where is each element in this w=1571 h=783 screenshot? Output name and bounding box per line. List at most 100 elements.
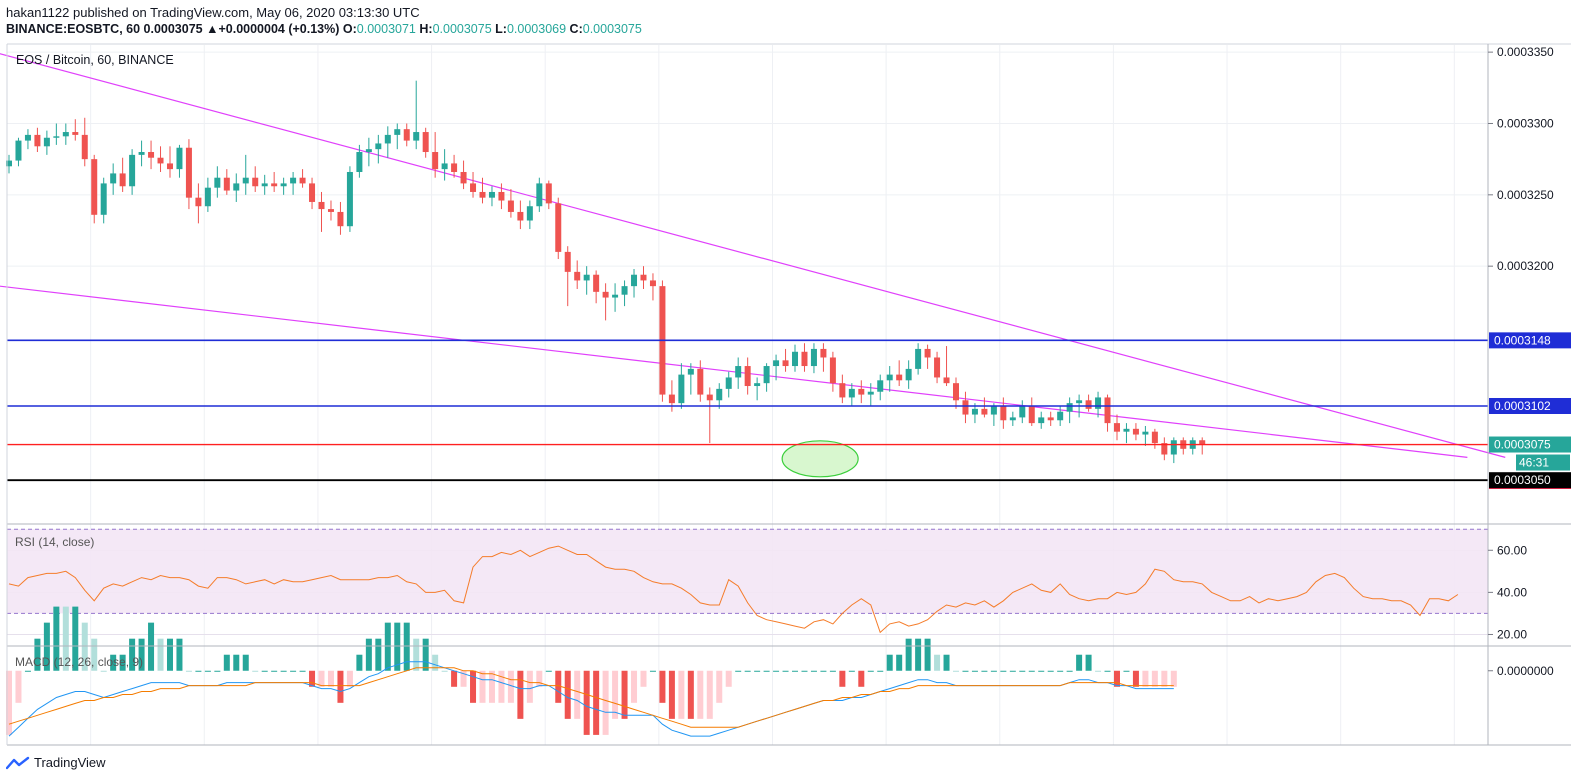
candle-down[interactable]: [299, 169, 306, 188]
price-pane[interactable]: [0, 31, 1506, 482]
candle-up[interactable]: [526, 200, 533, 230]
candle-up[interactable]: [242, 154, 249, 195]
macd-pane[interactable]: [6, 606, 1177, 737]
candle-down[interactable]: [318, 191, 325, 232]
candle-up[interactable]: [62, 123, 69, 145]
candle-down[interactable]: [403, 123, 410, 147]
candle-up[interactable]: [1066, 397, 1073, 424]
candle-down[interactable]: [517, 200, 524, 230]
candle-up[interactable]: [394, 123, 401, 150]
candle-up[interactable]: [621, 280, 628, 307]
candle-up[interactable]: [583, 266, 590, 295]
macd-line[interactable]: [8, 661, 1174, 737]
candle-down[interactable]: [1104, 394, 1111, 432]
candle-up[interactable]: [129, 149, 136, 195]
candle-down[interactable]: [820, 343, 827, 372]
candle-down[interactable]: [1161, 437, 1168, 461]
candle-down[interactable]: [697, 360, 704, 402]
candle-down[interactable]: [479, 177, 486, 204]
candle-up[interactable]: [204, 177, 211, 212]
candle-down[interactable]: [829, 351, 836, 392]
candle-up[interactable]: [413, 80, 420, 150]
candle-up[interactable]: [867, 383, 874, 406]
candle-up[interactable]: [53, 123, 60, 145]
candle-down[interactable]: [34, 127, 41, 153]
price-axis[interactable]: 0.0003350 0.0003300 0.0003250 0.0003200 60.0…: [1488, 45, 1571, 678]
candle-down[interactable]: [1199, 437, 1206, 455]
candle-down[interactable]: [593, 270, 600, 304]
candle-up[interactable]: [441, 149, 448, 181]
candle-up[interactable]: [1142, 425, 1149, 446]
candle-down[interactable]: [460, 160, 467, 190]
candle-down[interactable]: [1028, 397, 1035, 426]
rsi-pane[interactable]: [8, 545, 1459, 634]
candle-down[interactable]: [934, 351, 941, 384]
signal-line[interactable]: [8, 667, 1174, 728]
candle-up[interactable]: [365, 137, 372, 167]
candle-down[interactable]: [470, 171, 477, 198]
candle-up[interactable]: [214, 166, 221, 198]
candle-up[interactable]: [280, 177, 287, 195]
candle-down[interactable]: [555, 197, 562, 260]
upper-trendline[interactable]: [0, 31, 1506, 458]
candle-down[interactable]: [337, 201, 344, 235]
candle-down[interactable]: [327, 200, 334, 221]
candle-down[interactable]: [451, 154, 458, 178]
candle-up[interactable]: [848, 383, 855, 406]
candle-up[interactable]: [754, 377, 761, 401]
candle-up[interactable]: [915, 343, 922, 375]
candle-down[interactable]: [81, 117, 88, 167]
candle-up[interactable]: [1057, 405, 1064, 426]
candle-down[interactable]: [744, 357, 751, 395]
candle-down[interactable]: [1085, 394, 1092, 412]
candle-down[interactable]: [981, 397, 988, 418]
candle-down[interactable]: [223, 169, 230, 195]
candle-down[interactable]: [1180, 437, 1187, 455]
candle-up[interactable]: [612, 283, 619, 312]
candle-down[interactable]: [668, 380, 675, 412]
candle-up[interactable]: [678, 363, 685, 409]
candle-down[interactable]: [252, 166, 259, 192]
candle-down[interactable]: [432, 132, 439, 178]
candle-up[interactable]: [990, 403, 997, 426]
candle-up[interactable]: [905, 360, 912, 389]
candle-down[interactable]: [72, 119, 79, 141]
candle-up[interactable]: [1123, 423, 1130, 444]
candle-down[interactable]: [782, 348, 789, 372]
candle-up[interactable]: [763, 363, 770, 392]
candle-down[interactable]: [602, 283, 609, 321]
candle-down[interactable]: [924, 344, 931, 369]
candle-up[interactable]: [261, 174, 268, 195]
candle-down[interactable]: [195, 183, 202, 224]
candle-down[interactable]: [148, 140, 155, 170]
candle-down[interactable]: [943, 346, 950, 387]
candle-down[interactable]: [1132, 423, 1139, 441]
candle-up[interactable]: [346, 166, 353, 232]
candle-up[interactable]: [687, 363, 694, 395]
candle-up[interactable]: [1189, 437, 1196, 455]
candle-up[interactable]: [43, 130, 50, 155]
candle-down[interactable]: [1113, 414, 1120, 441]
candle-down[interactable]: [858, 380, 865, 404]
candle-down[interactable]: [119, 157, 126, 192]
candle-up[interactable]: [375, 134, 382, 164]
candle-up[interactable]: [1170, 437, 1177, 464]
candle-up[interactable]: [536, 177, 543, 212]
candle-down[interactable]: [157, 146, 164, 172]
candle-down[interactable]: [545, 180, 552, 210]
candle-down[interactable]: [953, 377, 959, 409]
candle-down[interactable]: [498, 183, 505, 210]
candle-down[interactable]: [185, 139, 192, 210]
candle-up[interactable]: [110, 163, 117, 195]
candle-up[interactable]: [24, 129, 31, 150]
candle-up[interactable]: [631, 269, 638, 298]
candle-down[interactable]: [640, 266, 647, 289]
rsi-line[interactable]: [8, 545, 1459, 634]
candle-up[interactable]: [488, 186, 495, 207]
candle-down[interactable]: [271, 171, 278, 192]
candle-up[interactable]: [100, 177, 107, 224]
candle-up[interactable]: [1009, 411, 1016, 426]
candle-up[interactable]: [384, 126, 391, 158]
candle-down[interactable]: [839, 374, 846, 404]
candle-down[interactable]: [896, 360, 903, 387]
